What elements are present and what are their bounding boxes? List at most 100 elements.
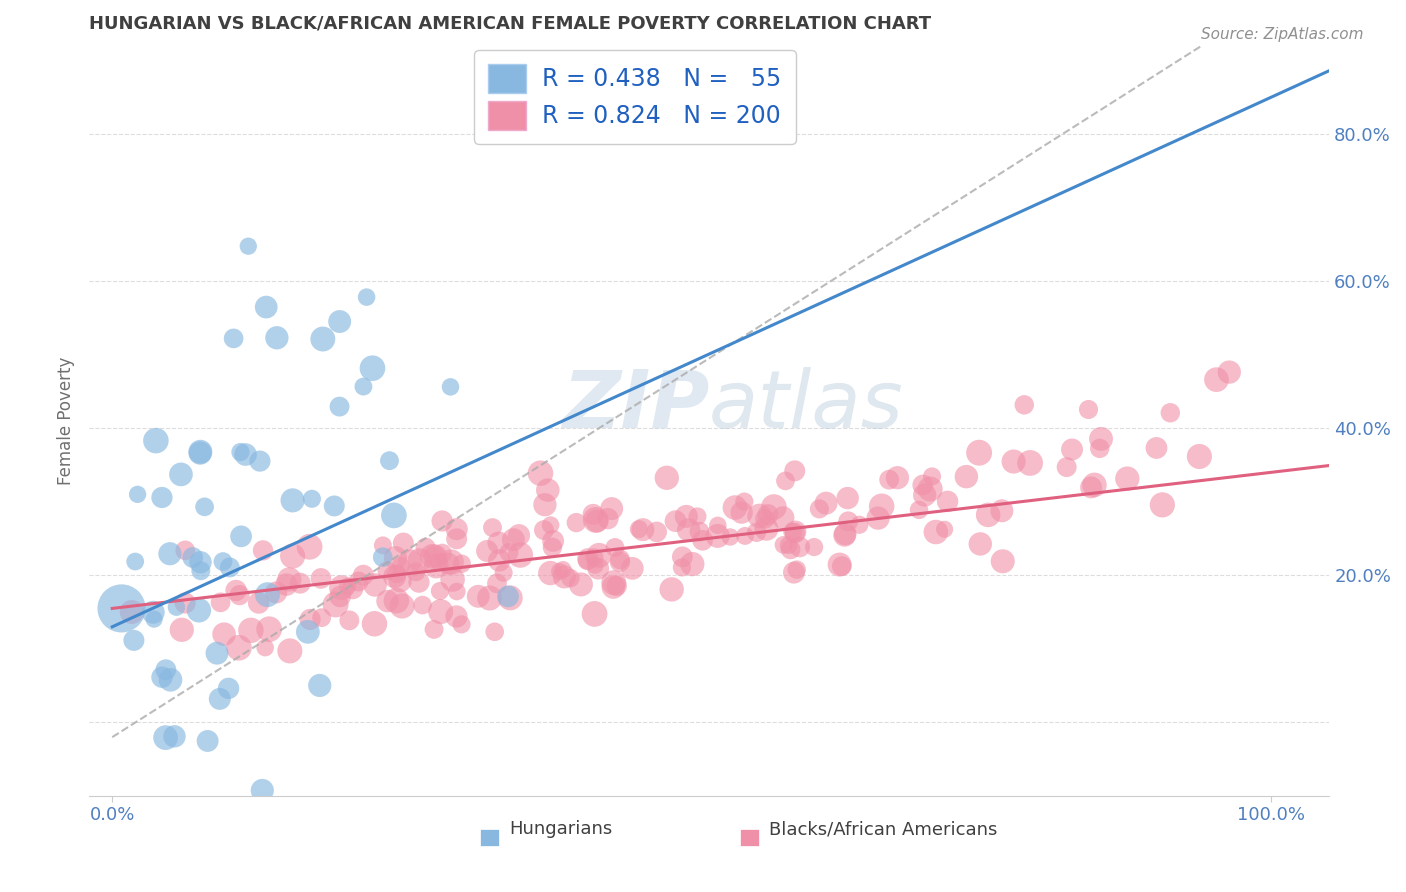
Point <box>484 624 506 639</box>
Point <box>278 573 301 587</box>
Point <box>257 622 280 636</box>
Legend: R = 0.438   N =   55, R = 0.824   N = 200: R = 0.438 N = 55, R = 0.824 N = 200 <box>474 50 796 145</box>
Point <box>409 553 432 567</box>
Point <box>197 734 219 748</box>
Point <box>886 471 908 485</box>
Point <box>496 590 519 604</box>
Point <box>235 448 257 462</box>
Point <box>181 550 204 565</box>
Point <box>772 510 794 524</box>
Point <box>312 332 335 346</box>
Point <box>308 678 330 692</box>
Point <box>382 508 405 523</box>
Point <box>150 670 173 684</box>
Point <box>252 543 274 558</box>
Point <box>834 527 856 541</box>
Point <box>485 576 508 591</box>
Point <box>533 523 555 537</box>
Point <box>553 570 575 584</box>
Point <box>1146 441 1168 455</box>
Point <box>297 624 319 639</box>
Point <box>337 613 360 627</box>
Point <box>159 673 181 687</box>
Point <box>1012 398 1035 412</box>
Point <box>375 564 398 578</box>
Point <box>356 290 378 304</box>
Point <box>328 400 350 414</box>
Point <box>278 644 301 658</box>
Point <box>488 535 510 549</box>
Point <box>481 520 503 534</box>
Point <box>239 624 262 638</box>
Point <box>190 564 212 578</box>
Point <box>498 545 520 559</box>
Point <box>808 502 831 516</box>
Point <box>446 532 468 546</box>
Point <box>266 331 288 345</box>
Point <box>389 558 412 573</box>
Point <box>264 585 287 599</box>
Point <box>789 540 811 554</box>
Point <box>692 533 714 548</box>
Point <box>1218 365 1240 379</box>
Text: HUNGARIAN VS BLACK/AFRICAN AMERICAN FEMALE POVERTY CORRELATION CHART: HUNGARIAN VS BLACK/AFRICAN AMERICAN FEMA… <box>89 15 931 33</box>
Point <box>914 488 936 502</box>
Point <box>706 529 728 543</box>
Point <box>142 605 165 619</box>
Point <box>492 566 515 580</box>
Point <box>499 591 522 605</box>
Point <box>432 546 454 560</box>
Point <box>588 549 610 563</box>
Point <box>782 524 804 539</box>
Point <box>228 588 250 602</box>
Point <box>347 574 370 589</box>
Point <box>163 730 186 744</box>
Point <box>415 541 437 555</box>
Point <box>143 612 166 626</box>
Point <box>440 555 463 569</box>
Point <box>977 508 1000 522</box>
Point <box>441 573 464 587</box>
Point <box>405 565 427 579</box>
Point <box>190 444 212 458</box>
Point <box>569 577 592 591</box>
Point <box>467 590 489 604</box>
Point <box>427 555 450 569</box>
Point <box>439 380 461 394</box>
Point <box>127 487 149 501</box>
Point <box>225 583 247 598</box>
Point <box>602 580 624 594</box>
Point <box>1056 460 1078 475</box>
Point <box>430 514 453 528</box>
Point <box>548 565 571 579</box>
Point <box>281 493 304 508</box>
Point <box>446 609 468 624</box>
Point <box>783 526 806 541</box>
Point <box>1159 406 1181 420</box>
Point <box>155 731 177 745</box>
Point <box>170 467 193 482</box>
Point <box>399 554 422 568</box>
Point <box>508 528 530 542</box>
Point <box>627 522 650 536</box>
Point <box>1019 456 1042 470</box>
Point <box>576 552 599 566</box>
Point <box>384 550 406 565</box>
Point <box>837 514 859 528</box>
Point <box>389 574 412 588</box>
Point <box>783 566 806 580</box>
Point <box>600 501 623 516</box>
Point <box>541 541 564 555</box>
Point <box>734 529 756 543</box>
Point <box>671 549 693 564</box>
Point <box>371 538 394 552</box>
Point <box>586 561 609 575</box>
Point <box>583 550 606 565</box>
Point <box>585 514 607 528</box>
Point <box>352 568 374 582</box>
Point <box>378 453 401 467</box>
Point <box>606 579 628 593</box>
Point <box>391 599 413 613</box>
Point <box>238 239 260 253</box>
Point <box>1077 402 1099 417</box>
